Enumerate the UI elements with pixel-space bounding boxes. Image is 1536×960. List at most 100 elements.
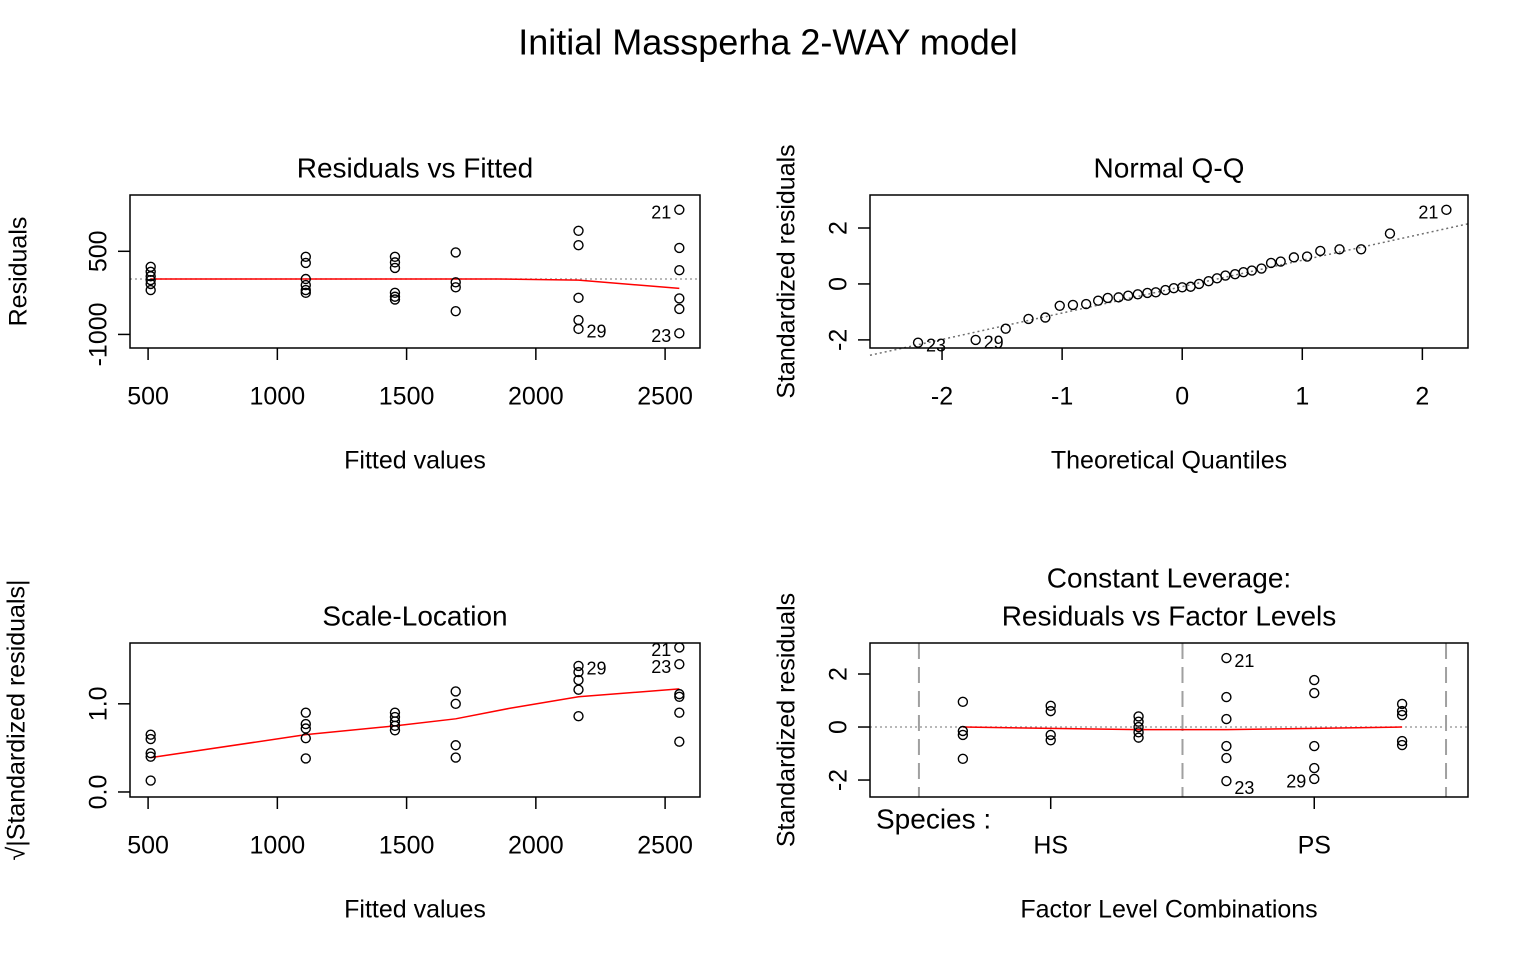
residual-point: [957, 729, 969, 741]
x-tick-label: HS: [1033, 832, 1068, 860]
residual-point: [1150, 287, 1161, 298]
residual-point: [300, 251, 311, 263]
residual-point: [674, 658, 685, 670]
residual-point: [1023, 313, 1034, 325]
x-tick-label: 1500: [379, 832, 435, 860]
residual-point: [145, 284, 156, 296]
residual-point: [450, 740, 461, 751]
point-label: 23: [1234, 778, 1254, 798]
point-label: 23: [651, 326, 671, 346]
residual-point: [300, 284, 311, 296]
residual-point: [1193, 278, 1205, 290]
point-label: 23: [651, 657, 671, 677]
residual-point: [1220, 270, 1231, 281]
residual-point: [674, 736, 685, 747]
main-title: Initial Massperha 2-WAY model: [518, 22, 1018, 63]
x-tick-label: 500: [127, 832, 169, 860]
residual-point: [1054, 300, 1065, 311]
residual-point: [1221, 652, 1232, 664]
residual-point: [1396, 735, 1408, 747]
y-axis-label: Residuals: [5, 217, 33, 327]
residual-point: [1045, 700, 1056, 712]
residual-point: [1221, 775, 1232, 787]
residual-point: [674, 293, 685, 304]
residual-point: [957, 753, 969, 765]
y-axis-label: Standardized residuals: [773, 593, 801, 847]
plot-frame: [129, 194, 701, 349]
residual-point: [674, 328, 685, 339]
residual-point: [1185, 281, 1196, 292]
residual-point: [1000, 323, 1011, 334]
residual-point: [674, 707, 685, 718]
panel-title: Residuals vs Factor Levels: [1002, 600, 1337, 631]
x-tick-label: 1: [1295, 383, 1309, 411]
residual-point: [1133, 711, 1144, 722]
x-axis-label: Fitted values: [344, 447, 486, 475]
residual-point: [1045, 729, 1056, 741]
residual-point: [1309, 740, 1320, 752]
residual-point: [674, 688, 685, 700]
y-axis-label: Standardized residuals: [773, 144, 801, 398]
residual-point: [957, 696, 969, 708]
residual-point: [389, 294, 401, 305]
y-tick-label: 2: [825, 667, 853, 681]
residual-point: [450, 282, 461, 293]
residual-point: [1309, 762, 1320, 774]
residual-point: [1396, 698, 1408, 710]
residual-point: [389, 287, 401, 299]
x-tick-label: 0: [1175, 383, 1189, 411]
residual-point: [450, 277, 461, 288]
residual-point: [573, 684, 584, 695]
residual-point: [145, 747, 156, 759]
plot-frame: [129, 642, 701, 798]
point-label: 29: [1286, 772, 1306, 792]
residual-point: [674, 303, 685, 315]
x-tick-label: -1: [1051, 383, 1073, 411]
residual-point: [300, 718, 311, 730]
residual-point: [1275, 256, 1286, 267]
point-label: 21: [651, 640, 671, 660]
residual-point: [300, 287, 311, 299]
residual-point: [1256, 263, 1267, 274]
residual-point: [1113, 292, 1124, 303]
residual-point: [573, 314, 584, 326]
x-tick-label: PS: [1298, 832, 1331, 860]
residual-point: [389, 262, 401, 274]
residual-point: [674, 642, 685, 653]
y-tick-label: 500: [85, 230, 113, 272]
x-axis-label: Factor Level Combinations: [1020, 896, 1317, 924]
point-label: 21: [651, 202, 671, 222]
residual-point: [1142, 287, 1153, 299]
residual-point: [1309, 687, 1320, 699]
residual-point: [674, 264, 685, 276]
residual-point: [1133, 727, 1144, 738]
residual-point: [573, 225, 584, 236]
residual-point: [300, 753, 311, 764]
point-label: 21: [1418, 203, 1438, 223]
residual-point: [573, 292, 584, 304]
residual-point: [1309, 674, 1320, 686]
residual-point: [389, 720, 401, 732]
residual-point: [389, 291, 401, 302]
residual-point: [573, 240, 584, 251]
x-tick-label: 1000: [250, 832, 306, 860]
y-tick-label: -2: [825, 769, 853, 791]
x-tick-label: 1500: [379, 383, 435, 411]
y-tick-label: -1000: [85, 302, 113, 366]
x-axis-label: Fitted values: [344, 896, 486, 924]
residual-point: [1122, 290, 1134, 301]
residual-point: [1396, 705, 1408, 717]
residual-point: [450, 247, 461, 258]
residual-point: [1301, 251, 1313, 262]
residual-point: [1334, 244, 1345, 255]
smooth-line: [962, 726, 1403, 731]
residual-point: [1221, 713, 1232, 725]
residual-point: [1133, 721, 1144, 733]
residual-point: [1092, 295, 1104, 306]
residual-point: [300, 273, 311, 285]
residual-point: [389, 257, 401, 268]
y-tick-label: 0: [825, 720, 853, 734]
residual-point: [300, 257, 311, 269]
residual-point: [1133, 732, 1144, 743]
